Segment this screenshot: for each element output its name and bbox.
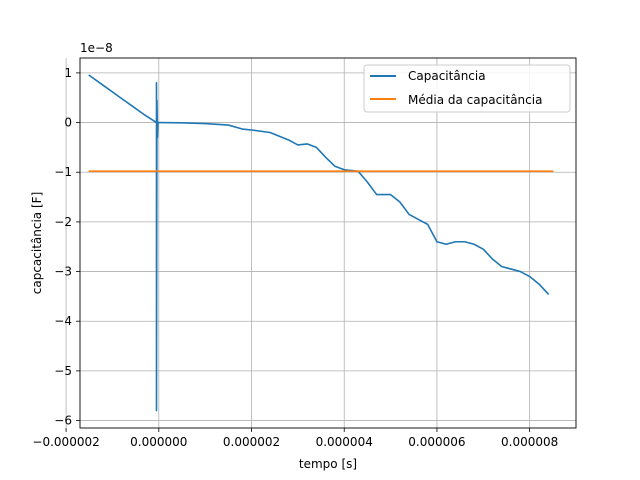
y-tick-label: −4 (54, 314, 72, 328)
y-tick-label: 1 (64, 66, 72, 80)
y-tick-label: −2 (54, 215, 72, 229)
y-axis-label: capcacitância [F] (30, 192, 44, 294)
ticks: −0.000002 0.000000 0.000002 0.000004 0.00000… (32, 66, 558, 449)
y-tick-label: −3 (54, 265, 72, 279)
legend: Capacitância Média da capacitância (363, 64, 571, 113)
x-tick-label: 0.000008 (501, 435, 558, 449)
x-tick-label: 0.000006 (408, 435, 465, 449)
x-tick-label: 0.000000 (130, 435, 187, 449)
x-tick-label: 0.000004 (316, 435, 373, 449)
x-tick-label: −0.000002 (32, 435, 99, 449)
legend-label-media: Média da capacitância (408, 93, 542, 107)
legend-label-capacitancia: Capacitância (408, 69, 486, 83)
y-tick-label: −1 (54, 165, 72, 179)
y-tick-label: −5 (54, 364, 72, 378)
x-axis-label: tempo [s] (299, 457, 357, 471)
y-offset-label: 1e−8 (80, 41, 113, 55)
plot-frame (79, 57, 577, 429)
y-tick-label: 0 (64, 116, 72, 130)
y-tick-label: −6 (54, 414, 72, 428)
x-tick-label: 0.000002 (223, 435, 280, 449)
legend-box (363, 64, 571, 113)
series-layer (88, 74, 554, 412)
series-line-0 (88, 74, 549, 412)
